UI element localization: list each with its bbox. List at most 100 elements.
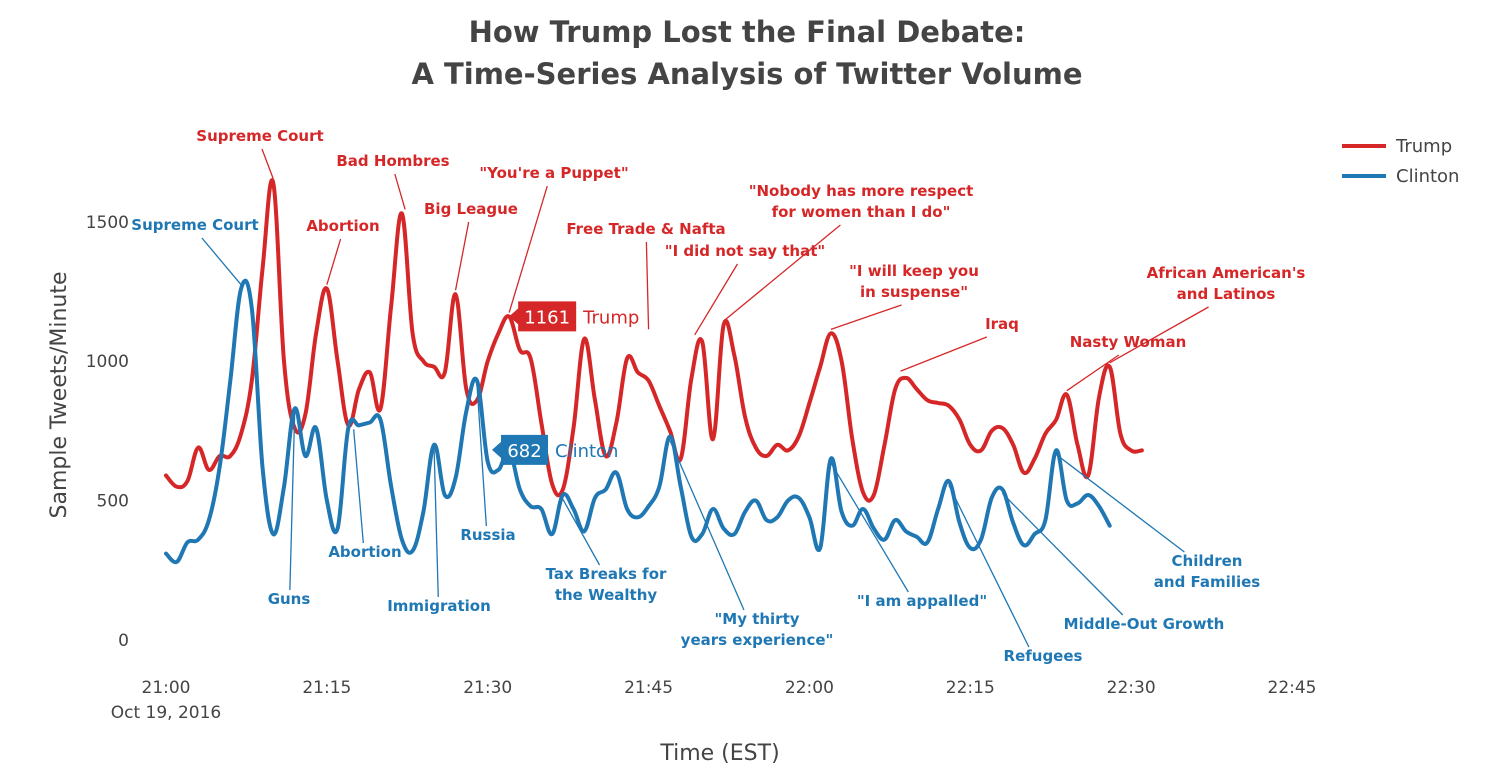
annotation: Big League [424, 200, 518, 291]
x-tick-label: 21:45 [624, 678, 673, 698]
chart-title-line-2: A Time-Series Analysis of Twitter Volume [411, 57, 1082, 91]
legend-item-trump[interactable]: Trump [1342, 136, 1452, 157]
annotation-arrow [900, 336, 988, 372]
annotation-arrow [1001, 492, 1124, 616]
hover-label-box [509, 301, 577, 332]
chart-title: How Trump Lost the Final Debate: A Time-… [411, 15, 1082, 91]
annotation: African American's and Latinos [1109, 264, 1306, 364]
x-axis-title: Time (EST) [659, 741, 779, 766]
annotation: Supreme Court [131, 216, 259, 286]
annotation-label: Tax Breaks for [546, 565, 667, 583]
annotation-label: "I am appalled" [857, 592, 987, 610]
annotation-label: African American's [1147, 264, 1306, 282]
annotation-label: Guns [268, 590, 311, 608]
x-tick-sublabel: Oct 19, 2016 [111, 703, 222, 723]
legend-item-clinton[interactable]: Clinton [1342, 166, 1459, 187]
annotation-arrow [476, 384, 487, 527]
annotation-label: in suspense" [860, 283, 968, 301]
annotation-arrow [454, 221, 470, 291]
chart-title-line-1: How Trump Lost the Final Debate: [469, 15, 1026, 49]
x-tick-label: 21:15 [302, 678, 351, 698]
annotation: Russia [460, 384, 516, 544]
x-tick-label: 22:30 [1107, 678, 1156, 698]
annotation-label: Russia [460, 526, 515, 544]
annotation-label: Refugees [1004, 647, 1083, 665]
annotation-arrow [562, 498, 601, 566]
legend[interactable]: Trump Clinton [1342, 136, 1459, 187]
legend-label: Trump [1395, 136, 1452, 157]
annotation-label: Free Trade & Nafta [566, 220, 725, 238]
hover-label-name: Trump [582, 307, 639, 328]
annotation-label: for women than I do" [772, 203, 951, 221]
annotation: Abortion [328, 429, 402, 561]
annotation-arrow [394, 173, 406, 210]
annotation-arrow [508, 185, 548, 313]
annotation-arrow [289, 412, 296, 591]
annotation-label: Big League [424, 200, 518, 218]
annotation: Abortion [306, 217, 380, 285]
annotation-arrow [694, 263, 739, 336]
y-tick-label: 0 [118, 631, 129, 651]
y-axis-ticks: 0 500 1000 1500 [86, 213, 129, 651]
annotation: "Nobody has more respect for women than I… [723, 182, 974, 322]
annotation-label: Supreme Court [131, 216, 258, 234]
annotation: Bad Hombres [336, 152, 450, 210]
annotation-label: the Wealthy [555, 586, 658, 604]
annotation-label: Bad Hombres [336, 152, 449, 170]
annotation-label: "Nobody has more respect [749, 182, 974, 200]
annotation: "I am appalled" [830, 462, 987, 610]
annotation: "I will keep you in suspense" [830, 262, 979, 330]
annotation: Nasty Woman [1066, 333, 1187, 392]
annotation-arrow [948, 484, 1030, 648]
y-tick-label: 1500 [86, 213, 129, 233]
x-tick-label: 21:30 [463, 678, 512, 698]
series-line-trump[interactable] [164, 178, 1144, 503]
x-tick-label: 21:00 [142, 678, 191, 698]
annotation-label: "My thirty [714, 610, 799, 628]
annotation-label: Abortion [306, 217, 379, 235]
annotation-arrow [1109, 306, 1209, 364]
annotation-label: "I did not say that" [665, 242, 825, 260]
annotation-label: and Latinos [1177, 285, 1276, 303]
hover-label-box [492, 434, 549, 465]
annotation-arrow [1055, 453, 1185, 553]
annotation: Iraq [900, 315, 1019, 372]
annotation-arrow [433, 448, 439, 598]
hover-label-clinton: 682 Clinton [492, 434, 618, 465]
annotation-arrow [830, 462, 909, 593]
hover-labels: 1161 Trump 682 Clinton [492, 301, 639, 465]
annotation: Tax Breaks for the Wealthy [546, 498, 667, 604]
y-axis-title: Sample Tweets/Minute [47, 272, 72, 519]
annotation-label: Abortion [328, 543, 401, 561]
annotation: Immigration [387, 448, 491, 615]
annotation: Supreme Court [196, 127, 324, 180]
x-tick-label: 22:45 [1268, 678, 1317, 698]
annotation: "I did not say that" [665, 242, 825, 336]
annotation-arrow [645, 241, 650, 330]
annotation-label: "I will keep you [849, 262, 979, 280]
annotations: Supreme Court Bad Hombres Abortion Big Leag… [131, 127, 1305, 665]
annotation-label: Middle-Out Growth [1064, 615, 1225, 633]
series-line-clinton[interactable] [164, 278, 1112, 565]
annotation-arrow [201, 237, 242, 286]
annotation-label: "You're a Puppet" [479, 164, 628, 182]
annotation: "My thirty years experience" [669, 440, 833, 649]
y-tick-label: 1000 [86, 352, 129, 372]
annotation-label: Immigration [387, 597, 491, 615]
annotation-arrow [1066, 354, 1120, 392]
x-tick-label: 22:15 [946, 678, 995, 698]
annotation-arrow [261, 148, 274, 180]
annotation-arrow [830, 304, 902, 330]
legend-label: Clinton [1396, 166, 1459, 187]
annotation-label: Nasty Woman [1070, 333, 1187, 351]
hover-label-trump: 1161 Trump [509, 301, 639, 332]
annotation-label: and Families [1154, 573, 1260, 591]
hover-label-name: Clinton [555, 441, 618, 462]
series-lines [164, 178, 1144, 565]
annotation-arrow [669, 440, 745, 611]
annotation: "You're a Puppet" [479, 164, 629, 313]
annotation-label: Iraq [985, 315, 1019, 333]
annotation-label: Children [1172, 552, 1243, 570]
annotation: Children and Families [1055, 453, 1260, 591]
hover-label-value: 682 [507, 441, 541, 462]
